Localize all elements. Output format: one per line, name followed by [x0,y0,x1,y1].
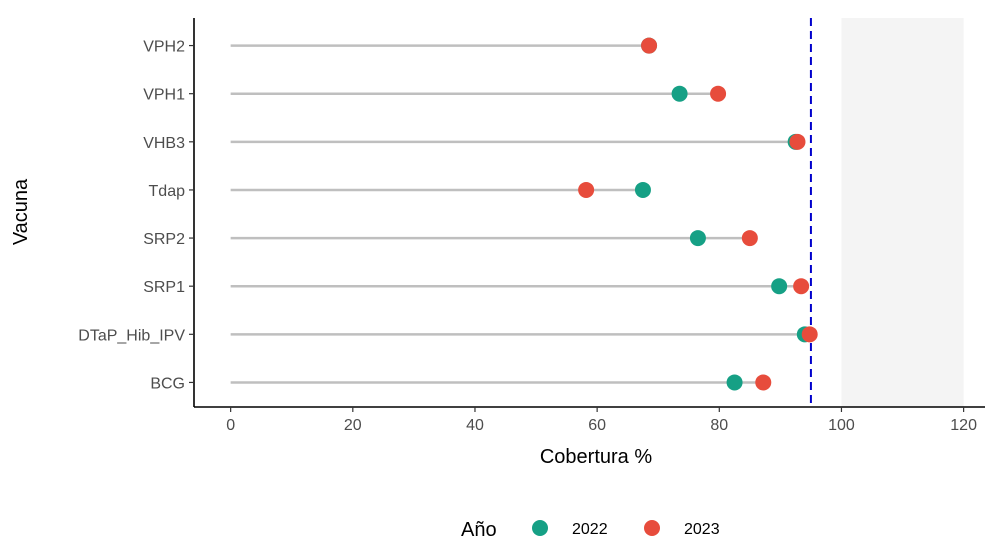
y-tick-label: SRP1 [143,279,185,296]
y-tick-label: DTaP_Hib_IPV [78,327,185,344]
x-tick-label: 40 [466,417,484,434]
y-tick-label: VPH1 [143,87,185,104]
x-tick-label: 100 [828,417,855,434]
segment-layer [230,44,810,384]
point-2023-srp2 [741,230,758,247]
y-tick-label-layer: VPH2 VPH1 VHB3 Tdap SRP2 SRP1 DTaP_Hib_IPV BCG [78,39,185,393]
shaded-band-layer [841,18,964,407]
x-tick-label: 20 [344,417,362,434]
x-tick-label-layer: 0 20 40 60 80 100 120 [226,417,977,434]
point-2023-vhb3 [789,133,806,150]
point-2023-vph2 [641,37,658,54]
x-tick-label: 0 [226,417,235,434]
legend-title: Año [461,519,497,538]
point-2022-bcg [726,374,743,391]
point-2022-srp1 [771,278,788,295]
point-2022-srp2 [689,230,706,247]
y-tick-label: SRP2 [143,231,185,248]
y-tick-label: VHB3 [143,135,185,152]
x-tick-label: 120 [950,417,977,434]
y-tick-label: BCG [150,375,185,392]
point-2022-tdap [634,181,651,198]
legend-key-2022 [532,520,548,536]
x-tick-label: 60 [588,417,606,434]
point-2023-tdap [578,181,595,198]
x-axis-title: Cobertura % [540,446,652,468]
y-axis-title: Vacuna [10,178,32,245]
legend: Año 2022 2023 [461,519,720,538]
legend-label-2023: 2023 [684,521,720,538]
legend-label-2022: 2022 [572,521,608,538]
point-2022-vph1 [671,85,688,102]
point-layer [578,37,818,391]
shaded-band [841,18,964,407]
point-2023-srp1 [793,278,810,295]
point-2023-vph1 [710,85,727,102]
x-tick-label: 80 [710,417,728,434]
axis-layer [189,18,985,412]
point-2023-bcg [755,374,772,391]
point-2023-dtap_hib_ipv [801,326,818,343]
y-tick-label: VPH2 [143,39,185,56]
y-tick-label: Tdap [149,183,186,200]
legend-key-2023 [644,520,660,536]
